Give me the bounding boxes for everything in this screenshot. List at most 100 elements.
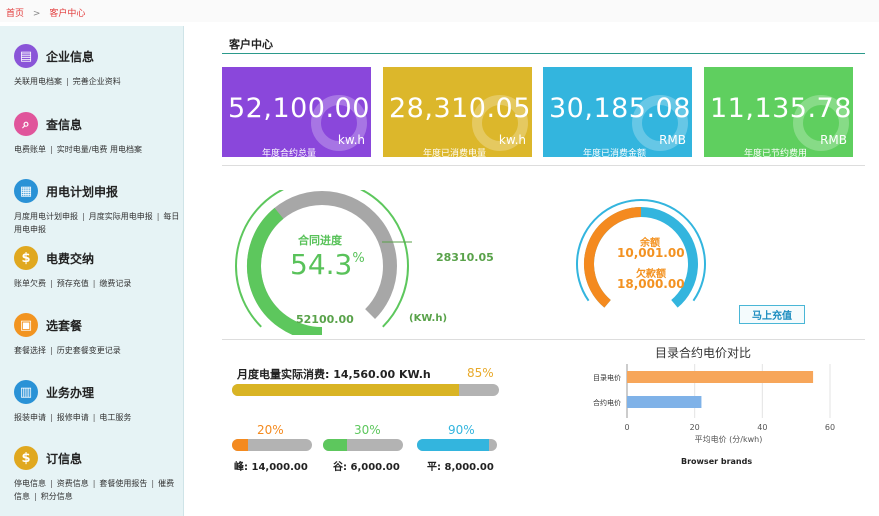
contract-progress-percent: 54.3% bbox=[290, 248, 365, 281]
kpi-value: 11,135.78 bbox=[710, 93, 852, 124]
recharge-button[interactable]: 马上充值 bbox=[739, 305, 805, 324]
sidebar-section-header[interactable]: ▦ 用电计划申报 bbox=[14, 179, 182, 203]
chart-x-tick-label: 0 bbox=[624, 423, 629, 432]
link-divider: | bbox=[151, 479, 155, 488]
sidebar-link[interactable]: 催费信息 bbox=[14, 479, 175, 501]
kpi-value: 30,185.08 bbox=[549, 93, 691, 124]
link-divider: | bbox=[50, 479, 53, 488]
sidebar-link[interactable]: 完善企业资料 bbox=[72, 77, 121, 86]
sidebar-link[interactable]: 账单欠费 bbox=[14, 279, 46, 288]
arrears-label: 欠款额 bbox=[636, 269, 666, 280]
contract-progress-gauge bbox=[235, 190, 412, 335]
segment-percent: 20% bbox=[257, 423, 284, 437]
sidebar-link[interactable]: 积分信息 bbox=[40, 492, 73, 501]
section-divider bbox=[222, 339, 865, 340]
section-divider bbox=[222, 165, 865, 166]
sidebar-link[interactable]: 报装申请 bbox=[14, 413, 46, 422]
monthly-usage-bar-fill bbox=[232, 384, 459, 396]
kpi-unit: RMB bbox=[820, 133, 847, 147]
breadcrumb-separator: > bbox=[32, 9, 41, 19]
sidebar-section-header[interactable]: $ 电费交纳 bbox=[14, 246, 182, 270]
balance-gauge bbox=[576, 199, 706, 308]
contract-progress-label: 合同进度 bbox=[298, 234, 342, 247]
sidebar-section-title: 企业信息 bbox=[46, 49, 95, 64]
sidebar-links: 停电信息 | 资费信息 | 套餐使用报告 | 催费信息 | 积分信息 bbox=[14, 477, 182, 503]
link-divider: | bbox=[92, 479, 96, 488]
sidebar-section-header[interactable]: ▤ 企业信息 bbox=[14, 44, 182, 68]
chart-footer-label: Browser brands bbox=[681, 457, 753, 466]
sidebar-section-header[interactable]: ▥ 业务办理 bbox=[14, 380, 182, 404]
sidebar-link[interactable]: 电工服务 bbox=[99, 413, 132, 422]
monthly-usage-percent: 85% bbox=[467, 366, 494, 380]
dollar-icon: $ bbox=[14, 446, 38, 470]
sidebar-section-title: 业务办理 bbox=[46, 385, 95, 400]
card-background-icon bbox=[472, 95, 528, 151]
title-divider bbox=[222, 53, 865, 54]
sidebar-section-header[interactable]: $ 订信息 bbox=[14, 446, 182, 470]
arrears-value: 18,000.00 bbox=[617, 277, 685, 291]
breadcrumb-home-link[interactable]: 首页 bbox=[6, 9, 25, 19]
sidebar-section-business: ▥ 业务办理 报装申请 | 报修申请 | 电工服务 bbox=[14, 380, 182, 424]
sidebar-link[interactable]: 资费信息 bbox=[56, 479, 89, 488]
kpi-card: 30,185.08 RMB 年度已消费金额 bbox=[543, 67, 692, 157]
sidebar-links: 报装申请 | 报修申请 | 电工服务 bbox=[14, 411, 182, 424]
card-background-icon bbox=[311, 95, 367, 151]
sidebar-section-plan: ▦ 用电计划申报月度用电计划申报 | 月度实际用电申报 | 每日用电申报 bbox=[14, 179, 182, 236]
breadcrumb-current-link[interactable]: 客户中心 bbox=[49, 9, 86, 19]
sidebar-link[interactable]: 月度实际用电申报 bbox=[88, 212, 153, 221]
sidebar-link[interactable]: 套餐使用报告 bbox=[99, 479, 148, 488]
segment-bar bbox=[323, 439, 403, 451]
link-divider: | bbox=[50, 279, 53, 288]
sidebar-link[interactable]: 关联用电档案 bbox=[14, 77, 62, 86]
chart-category-label: 合约电价 bbox=[593, 398, 621, 407]
chart-x-tick-label: 60 bbox=[825, 423, 835, 432]
segment-bar-fill bbox=[323, 439, 347, 451]
sidebar-section-query: ⌕ 查信息电费账单 | 实时电量/电费 用电档案 bbox=[14, 112, 182, 156]
sidebar-section-package: ▣ 选套餐套餐选择 | 历史套餐变更记录 bbox=[14, 313, 182, 357]
balance-label: 余额 bbox=[640, 238, 660, 249]
balance-value: 10,001.00 bbox=[617, 246, 685, 260]
sidebar-link[interactable]: 每日用电申报 bbox=[14, 212, 180, 234]
sidebar-link[interactable]: 缴费记录 bbox=[99, 279, 132, 288]
segment-bar bbox=[417, 439, 497, 451]
sidebar-link[interactable]: 报修申请 bbox=[56, 413, 89, 422]
link-divider: | bbox=[82, 212, 85, 221]
gift-icon: ▣ bbox=[14, 313, 38, 337]
chart-x-axis-label: 平均电价 (分/kwh) bbox=[695, 434, 763, 444]
contract-unit: (KW.h) bbox=[409, 313, 448, 324]
kpi-card: 52,100.00 kw.h 年度合约总量 bbox=[222, 67, 371, 157]
link-divider: | bbox=[50, 145, 53, 154]
link-divider: | bbox=[92, 413, 96, 422]
sidebar-link[interactable]: 历史套餐变更记录 bbox=[56, 346, 121, 355]
page-title: 客户中心 bbox=[229, 38, 273, 51]
link-divider: | bbox=[66, 77, 69, 86]
link-divider: | bbox=[50, 413, 53, 422]
sidebar-link[interactable]: 停电信息 bbox=[14, 479, 46, 488]
sidebar-link[interactable]: 实时电量/电费 用电档案 bbox=[56, 145, 142, 154]
segment-percent: 30% bbox=[354, 423, 381, 437]
kpi-unit: kw.h bbox=[337, 133, 365, 147]
dollar-icon: $ bbox=[14, 246, 38, 270]
kpi-card: 11,135.78 RMB 年度已节约费用 bbox=[704, 67, 853, 157]
sidebar-links: 套餐选择 | 历史套餐变更记录 bbox=[14, 344, 182, 357]
sidebar-link[interactable]: 月度用电计划申报 bbox=[14, 212, 78, 221]
link-divider: | bbox=[156, 212, 160, 221]
sidebar-section-header[interactable]: ▣ 选套餐 bbox=[14, 313, 182, 337]
sidebar-link[interactable]: 预存充值 bbox=[56, 279, 89, 288]
kpi-card: 28,310.05 kw.h 年度已消费电量 bbox=[383, 67, 532, 157]
sidebar-link[interactable]: 电费账单 bbox=[14, 145, 46, 154]
segment-bar bbox=[232, 439, 312, 451]
kpi-unit: kw.h bbox=[498, 133, 526, 147]
sidebar-section-enterprise: ▤ 企业信息关联用电档案 | 完善企业资料 bbox=[14, 44, 182, 88]
kpi-value: 52,100.00 bbox=[228, 93, 370, 124]
chart-bar bbox=[627, 396, 702, 408]
sidebar-link[interactable]: 套餐选择 bbox=[14, 346, 46, 355]
kpi-label: 年度合约总量 bbox=[262, 149, 317, 157]
link-divider: | bbox=[34, 492, 37, 501]
chart-x-tick-label: 40 bbox=[757, 423, 767, 432]
card-background-icon bbox=[632, 95, 688, 151]
segment-percent: 90% bbox=[448, 423, 475, 437]
search-doc-icon: ⌕ bbox=[14, 112, 38, 136]
segment-label: 峰: 14,000.00 bbox=[234, 462, 308, 473]
sidebar-section-header[interactable]: ⌕ 查信息 bbox=[14, 112, 182, 136]
